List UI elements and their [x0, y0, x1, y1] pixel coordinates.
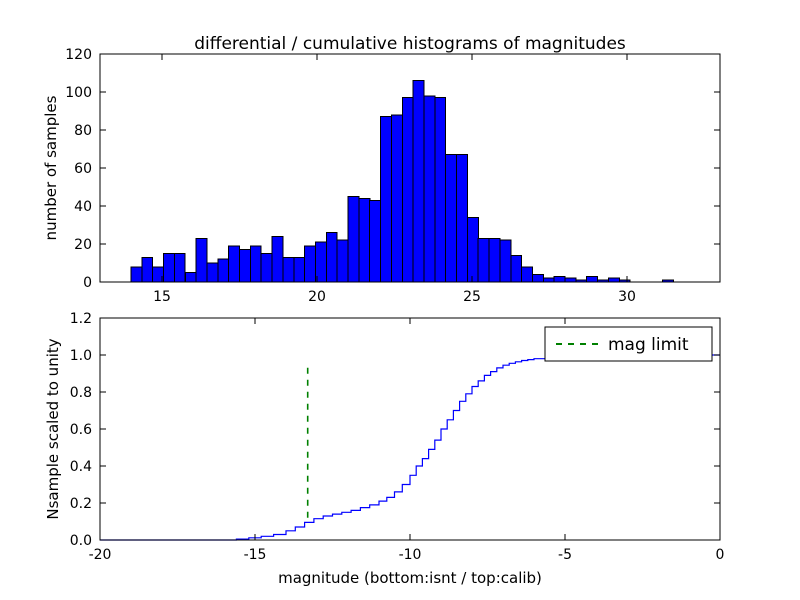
histogram-bar — [445, 154, 458, 283]
histogram-bar — [206, 262, 219, 283]
y-tick-label: 0.4 — [70, 459, 92, 475]
histogram-bar — [542, 277, 555, 283]
histogram-bar — [325, 232, 338, 283]
histogram-bar — [564, 277, 577, 283]
y-tick-label: 1.2 — [70, 311, 92, 327]
x-tick-label: 15 — [153, 289, 171, 305]
histogram-bar — [260, 253, 273, 283]
legend-label: mag limit — [608, 335, 689, 355]
y-tick-label: 0.0 — [70, 533, 92, 549]
histogram-bar — [249, 245, 262, 283]
histogram-bar — [271, 235, 284, 283]
histogram-bar — [466, 216, 479, 283]
y-tick-label: 0.2 — [70, 496, 92, 512]
histogram-bar — [141, 256, 154, 283]
x-tick-label: -10 — [399, 547, 422, 563]
histogram-bar — [336, 239, 349, 283]
histogram-bar — [434, 97, 447, 283]
x-tick-label: 0 — [716, 547, 725, 563]
x-tick-label: 30 — [618, 289, 636, 305]
histogram-bar — [510, 254, 523, 283]
x-tick-label: 20 — [308, 289, 326, 305]
histogram-bar — [412, 80, 425, 283]
histogram-bar — [195, 237, 208, 283]
legend: mag limit — [544, 326, 713, 362]
y-tick-label: 40 — [74, 199, 92, 215]
histogram-bar — [553, 275, 566, 283]
histogram-bar — [401, 97, 414, 283]
histogram-bar — [173, 253, 186, 283]
figure-title: differential / cumulative histograms of … — [194, 34, 626, 54]
histogram-bar — [521, 266, 533, 283]
histogram-bar — [607, 277, 620, 283]
histogram-bar — [304, 245, 317, 283]
y-tick-label: 0.8 — [70, 385, 92, 401]
histogram-bar — [423, 95, 436, 283]
y-tick-label: 0 — [83, 275, 92, 291]
histogram-bar — [477, 237, 490, 283]
histogram-bar — [358, 197, 371, 283]
y-tick-label: 1.0 — [70, 348, 92, 364]
histogram-bar — [390, 114, 403, 283]
histogram-bar — [282, 256, 295, 283]
x-tick-label: -15 — [244, 547, 267, 563]
y-tick-label: 20 — [74, 237, 92, 253]
x-tick-label: 25 — [463, 289, 481, 305]
y-tick-label: 120 — [65, 47, 92, 63]
histogram-bar — [130, 266, 143, 283]
bottom-ylabel: Nsample scaled to unity — [44, 338, 62, 519]
histogram-bar — [347, 196, 360, 283]
y-tick-label: 0.6 — [70, 422, 92, 438]
histogram-bar — [369, 199, 382, 283]
histogram-bar — [184, 272, 197, 283]
histogram-bar — [456, 154, 468, 283]
top-ylabel: number of samples — [42, 95, 60, 240]
histogram-bar — [499, 239, 512, 283]
histogram-bar — [586, 275, 599, 283]
histogram-bar — [228, 245, 241, 283]
histogram-bar — [217, 258, 230, 283]
histogram-bar — [293, 256, 306, 283]
histogram-bar — [239, 249, 251, 283]
bottom-cumulative-plot: -20 -15 -10 -5 0 0.0 0.2 0.4 0.6 0.8 1.0 1.2 — [70, 311, 725, 563]
top-histogram-plot: 15 20 25 30 0 20 40 60 80 100 120 — [65, 47, 721, 305]
cumulative-step-line — [100, 354, 720, 541]
histogram-bar — [532, 273, 544, 283]
x-axis-label: magnitude (bottom:isnt / top:calib) — [278, 569, 542, 587]
y-tick-label: 80 — [74, 123, 92, 139]
x-tick-label: -5 — [558, 547, 572, 563]
histogram-bar — [380, 116, 392, 283]
histogram-bar — [163, 253, 176, 283]
y-tick-label: 100 — [65, 85, 92, 101]
histogram-bar — [488, 237, 501, 283]
y-tick-label: 60 — [74, 161, 92, 177]
x-tick-label: -20 — [89, 547, 112, 563]
